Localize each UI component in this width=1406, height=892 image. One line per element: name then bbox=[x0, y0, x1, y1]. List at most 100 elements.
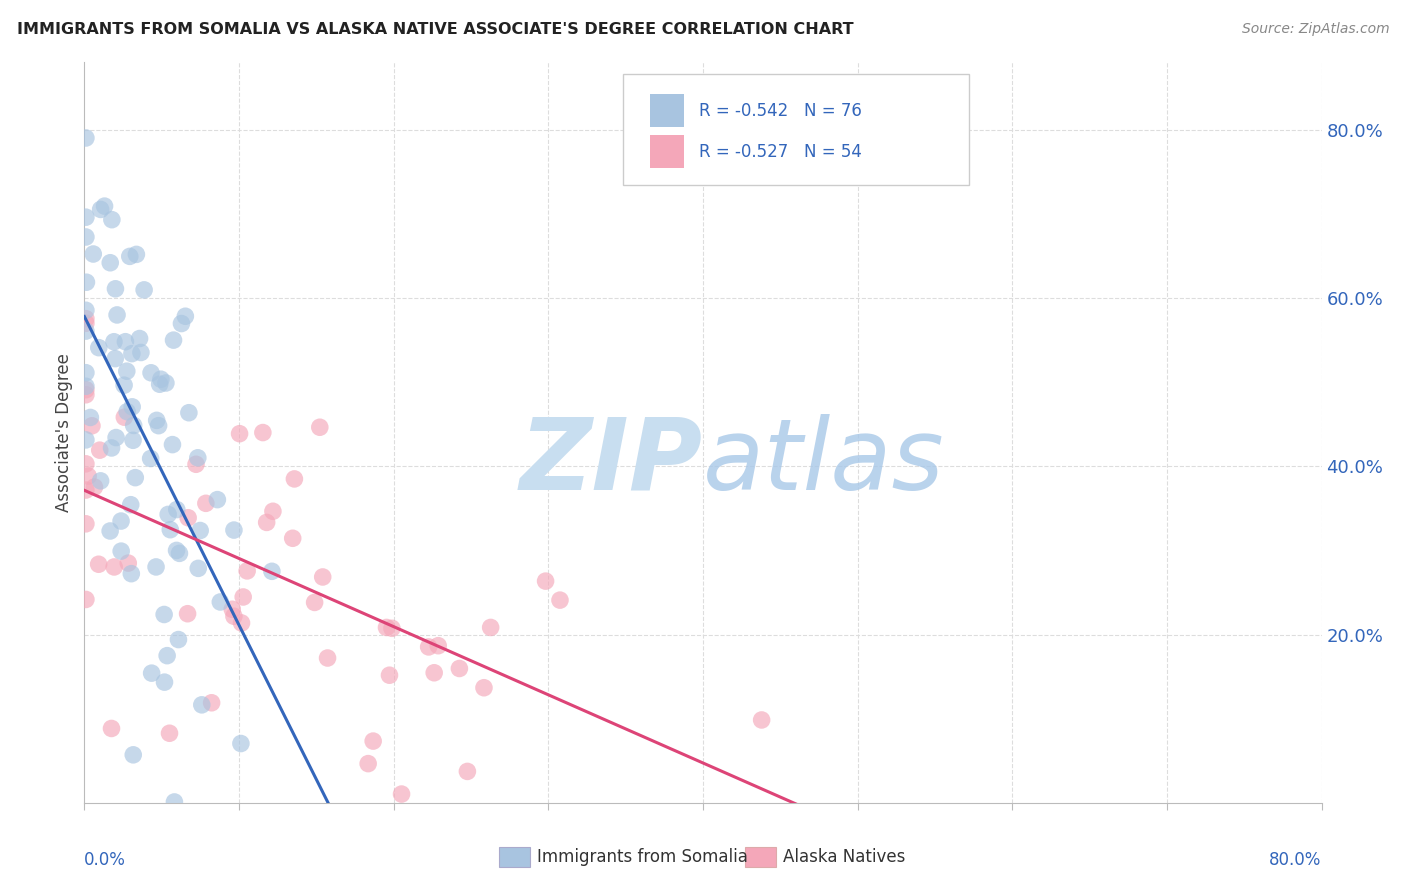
Point bbox=[75, 388, 97, 402]
Point bbox=[191, 698, 214, 712]
Point bbox=[90, 474, 112, 488]
Point bbox=[122, 418, 145, 433]
Point bbox=[75, 592, 97, 607]
Point bbox=[141, 666, 163, 681]
Point bbox=[75, 131, 97, 145]
Point bbox=[221, 602, 243, 616]
Point bbox=[139, 366, 162, 380]
Point bbox=[156, 648, 179, 663]
Point bbox=[120, 498, 142, 512]
Point bbox=[222, 523, 245, 537]
Point bbox=[308, 420, 330, 434]
Point bbox=[252, 425, 274, 440]
Point bbox=[134, 283, 156, 297]
Point bbox=[75, 316, 97, 330]
Point bbox=[112, 378, 135, 392]
Point bbox=[122, 747, 145, 762]
Point bbox=[129, 345, 152, 359]
Point bbox=[83, 480, 105, 494]
Point bbox=[260, 564, 283, 578]
Point bbox=[149, 372, 172, 386]
Point bbox=[75, 303, 97, 318]
Text: 0.0%: 0.0% bbox=[84, 851, 127, 869]
Point bbox=[124, 470, 146, 484]
Text: IMMIGRANTS FROM SOMALIA VS ALASKA NATIVE ASSOCIATE'S DEGREE CORRELATION CHART: IMMIGRANTS FROM SOMALIA VS ALASKA NATIVE… bbox=[17, 22, 853, 37]
Point bbox=[188, 524, 211, 538]
Point bbox=[125, 247, 148, 261]
Text: Alaska Natives: Alaska Natives bbox=[783, 848, 905, 866]
Point bbox=[236, 564, 259, 578]
Text: R = -0.542   N = 76: R = -0.542 N = 76 bbox=[699, 102, 862, 120]
Point bbox=[75, 275, 97, 289]
Point bbox=[163, 795, 186, 809]
Point bbox=[162, 333, 184, 347]
Point bbox=[378, 668, 401, 682]
Point bbox=[75, 383, 97, 397]
Y-axis label: Associate's Degree: Associate's Degree bbox=[55, 353, 73, 512]
Point bbox=[449, 661, 471, 675]
Text: ZIP: ZIP bbox=[520, 414, 703, 511]
Point bbox=[120, 566, 142, 581]
Point bbox=[187, 450, 209, 465]
Point bbox=[90, 202, 112, 217]
Point bbox=[479, 620, 502, 634]
Point bbox=[174, 310, 197, 324]
Point bbox=[100, 722, 122, 736]
Point bbox=[153, 607, 176, 622]
Point bbox=[75, 230, 97, 244]
Point bbox=[75, 483, 97, 497]
Point bbox=[89, 443, 111, 458]
Point bbox=[262, 504, 284, 518]
Point bbox=[87, 341, 110, 355]
Point bbox=[105, 431, 128, 445]
Point bbox=[155, 376, 177, 390]
Point bbox=[194, 496, 217, 510]
Point bbox=[105, 308, 128, 322]
Point bbox=[82, 247, 104, 261]
Point bbox=[145, 413, 167, 427]
Point bbox=[75, 433, 97, 447]
Point bbox=[170, 317, 193, 331]
Point bbox=[375, 620, 398, 634]
Point bbox=[79, 410, 101, 425]
Point bbox=[207, 492, 229, 507]
Point bbox=[80, 418, 103, 433]
Point bbox=[157, 508, 180, 522]
Point bbox=[153, 675, 176, 690]
Point bbox=[114, 334, 136, 349]
Text: R = -0.527   N = 54: R = -0.527 N = 54 bbox=[699, 143, 862, 161]
Point bbox=[209, 595, 232, 609]
Point bbox=[361, 734, 384, 748]
Point bbox=[548, 593, 571, 607]
Point bbox=[159, 523, 181, 537]
Point bbox=[381, 621, 404, 635]
Point bbox=[115, 364, 138, 378]
Point bbox=[177, 406, 200, 420]
Point bbox=[228, 426, 250, 441]
Point bbox=[103, 560, 125, 574]
Point bbox=[418, 640, 440, 654]
Point bbox=[166, 502, 188, 516]
Point bbox=[472, 681, 495, 695]
Point bbox=[103, 334, 125, 349]
Point bbox=[100, 441, 122, 455]
Point bbox=[184, 457, 207, 471]
Point bbox=[751, 713, 773, 727]
Point bbox=[169, 546, 191, 560]
Point bbox=[177, 510, 200, 524]
Point bbox=[101, 212, 124, 227]
Point bbox=[357, 756, 380, 771]
Point bbox=[456, 764, 478, 779]
Point bbox=[222, 609, 245, 624]
Point bbox=[166, 543, 188, 558]
Point bbox=[121, 346, 143, 360]
Point bbox=[232, 590, 254, 604]
Point bbox=[187, 561, 209, 575]
Point bbox=[93, 199, 115, 213]
Point bbox=[115, 405, 138, 419]
Text: Immigrants from Somalia: Immigrants from Somalia bbox=[537, 848, 748, 866]
Point bbox=[391, 787, 413, 801]
FancyBboxPatch shape bbox=[623, 73, 969, 185]
Point bbox=[75, 324, 97, 338]
Point bbox=[283, 472, 305, 486]
